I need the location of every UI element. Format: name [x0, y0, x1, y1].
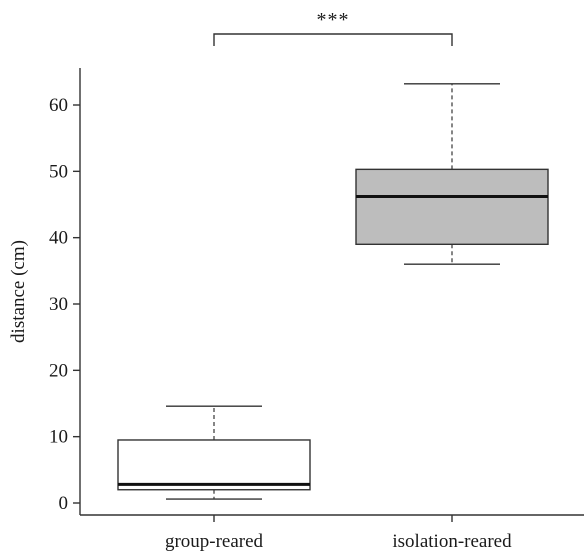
x-tick-label: group-reared	[165, 531, 264, 552]
significance-layer: ***	[213, 9, 453, 46]
axes-layer: 0 10 20 30 40 50 60 distance (cm) group-reared is…	[8, 68, 584, 552]
y-tick-label: 30	[49, 294, 68, 315]
box-isolation-reared	[355, 83, 549, 265]
box-body	[117, 439, 311, 491]
y-tick-label: 40	[49, 228, 68, 249]
box-body	[355, 168, 549, 246]
box-group-reared	[117, 405, 311, 500]
y-axis-title: distance (cm)	[8, 240, 29, 343]
y-tick-label: 10	[49, 427, 68, 448]
significance-label: ***	[317, 9, 350, 31]
y-tick-label: 60	[49, 95, 68, 116]
y-tick-label: 50	[49, 161, 68, 182]
boxes-layer	[117, 83, 549, 500]
y-tick-label: 0	[59, 493, 69, 514]
y-tick-label: 20	[49, 360, 68, 381]
significance-bracket	[213, 33, 453, 46]
x-tick-label: isolation-reared	[392, 531, 512, 552]
